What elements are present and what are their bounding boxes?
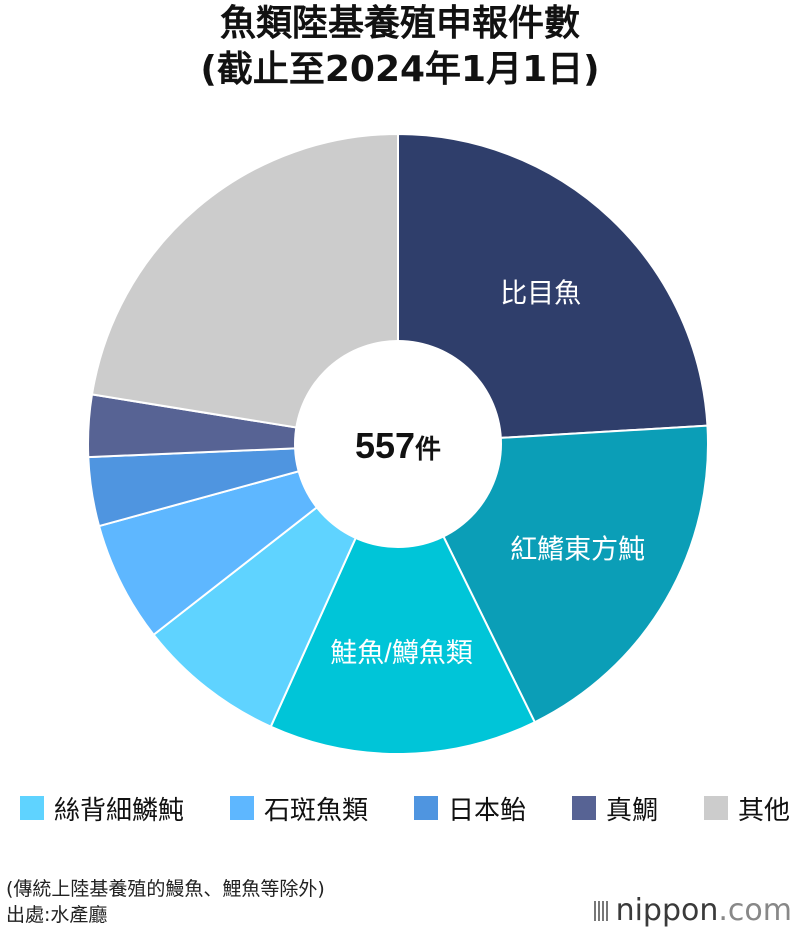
center-total-label: 557件 <box>355 425 441 466</box>
legend-label: 日本鲐 <box>447 795 526 826</box>
legend-swatch <box>571 796 596 820</box>
brand-name: nippon <box>615 893 719 928</box>
legend-item: 石斑魚類 <box>229 790 368 827</box>
brand-suffix: .com <box>718 893 792 928</box>
legend-label: 絲背細鱗魨 <box>54 795 185 826</box>
legend-item: 絲背細鱗魨 <box>20 790 184 827</box>
legend-label: 其他 <box>737 795 790 826</box>
source-note: 出處:水產廳 <box>6 904 108 926</box>
legend: 絲背細鱗魨 石斑魚類 日本鲐 真鯛 其他 <box>20 788 790 828</box>
legend-swatch <box>703 796 728 820</box>
donut-hole <box>294 340 502 548</box>
legend-swatch <box>413 796 438 820</box>
legend-item: 其他 <box>703 790 790 827</box>
legend-item: 日本鲐 <box>413 790 526 827</box>
pie-slice <box>90 132 399 446</box>
legend-swatch <box>20 796 44 820</box>
pie-slice <box>269 441 537 755</box>
slice-label: 比目魚 <box>500 279 581 309</box>
legend-item: 真鯛 <box>571 790 658 827</box>
chart-subtitle: (截止至2024年1月1日) <box>200 49 600 90</box>
logo-bars-icon <box>593 900 608 921</box>
pie-slice <box>397 132 709 446</box>
slice-label: 鮭魚/鱒魚類 <box>330 638 473 668</box>
legend-label: 真鯛 <box>605 795 658 826</box>
legend-swatch <box>229 796 254 820</box>
brand-logo: nippon .com <box>593 893 792 928</box>
chart-title: 魚類陸基養殖申報件數 <box>219 3 580 44</box>
slice-label: 紅鰭東方魨 <box>510 535 645 565</box>
footnote: (傳統上陸基養殖的鰻魚、鯉魚等除外) <box>6 878 325 900</box>
legend-label: 石斑魚類 <box>263 795 368 826</box>
